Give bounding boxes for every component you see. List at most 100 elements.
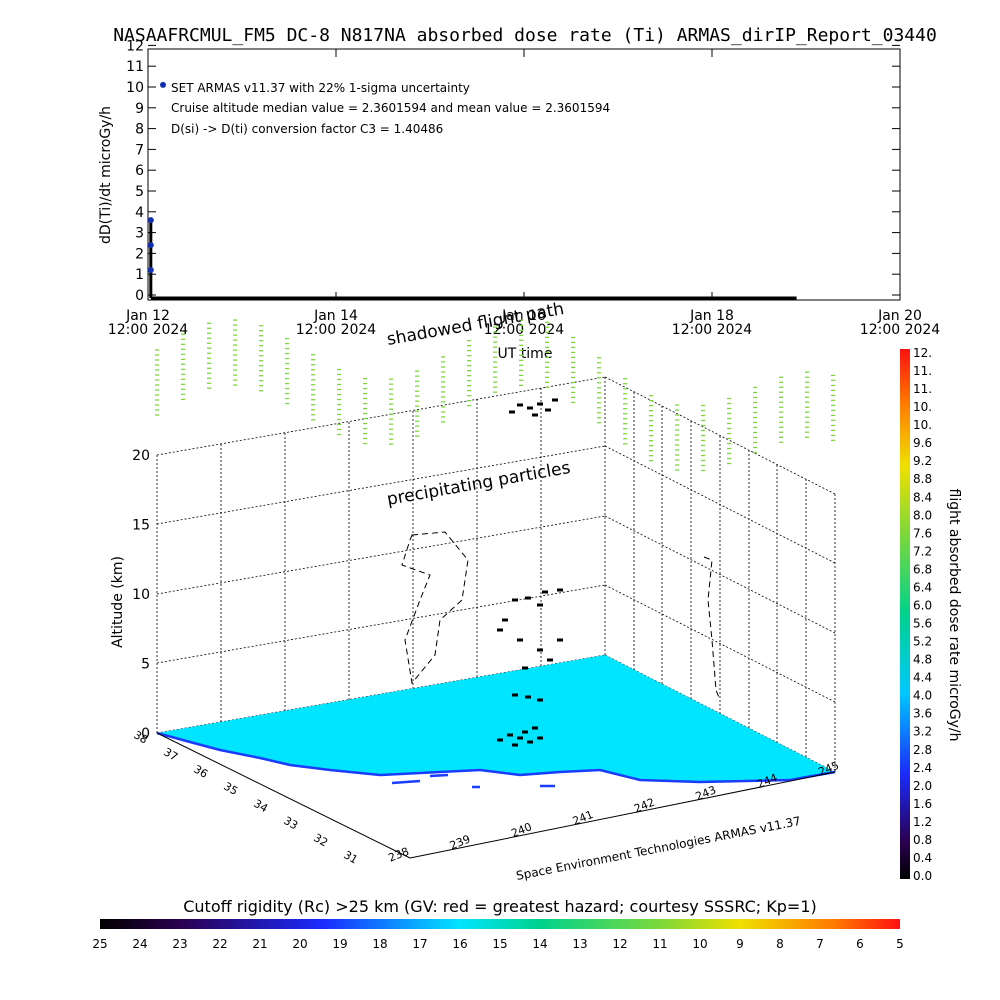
y-tick-label: 6 xyxy=(135,163,144,179)
longitude-tick-label: 239 xyxy=(448,833,472,853)
altitude-label: Altitude (km) xyxy=(110,556,126,648)
rigidity-colorbar-tick: 22 xyxy=(212,937,227,951)
track-marker xyxy=(537,648,543,652)
dose-colorbar-tick: 6.4 xyxy=(913,580,932,594)
timeseries-y-label: dD(Ti)/dt microGy/h xyxy=(98,106,114,244)
rigidity-colorbar-tick: 24 xyxy=(132,937,147,951)
track-marker xyxy=(507,733,513,737)
dose-colorbar-tick: 2.8 xyxy=(913,743,932,757)
longitude-tick-label: 245 xyxy=(817,759,841,779)
dose-colorbar-tick: 9.6 xyxy=(913,436,932,450)
rigidity-colorbar-tick: 25 xyxy=(92,937,107,951)
y-tick-label: 10 xyxy=(126,80,144,96)
altitude-ticks: 0 5 10 15 20 xyxy=(132,448,150,742)
x-tick-label-date: Jan 12 xyxy=(125,308,170,324)
dose-colorbar-tick: 4.4 xyxy=(913,671,932,685)
track-marker xyxy=(509,410,515,414)
dose-colorbar-tick: 3.2 xyxy=(913,725,932,739)
longitude-tick-label: 241 xyxy=(571,808,595,828)
longitude-tick-label: 240 xyxy=(509,820,533,840)
x-tick-label-year: 12:00 2024 xyxy=(484,322,565,338)
y-tick-label: 11 xyxy=(126,59,144,75)
data-point xyxy=(147,267,154,274)
rigidity-colorbar-tick: 5 xyxy=(896,937,904,951)
rigidity-colorbar-tick: 17 xyxy=(412,937,427,951)
track-marker xyxy=(532,726,538,730)
dose-colorbar-tick: 10. xyxy=(913,400,932,414)
dose-colorbar-tick: 10. xyxy=(913,418,932,432)
latitude-tick-label: 37 xyxy=(161,745,180,763)
altitude-tick-label: 15 xyxy=(132,518,150,534)
rigidity-colorbar-tick: 11 xyxy=(652,937,667,951)
rigidity-colorbar-bar xyxy=(100,919,900,929)
dose-colorbar-tick: 0.0 xyxy=(913,869,932,883)
altitude-tick-label: 5 xyxy=(141,657,150,673)
dose-colorbar-tick: 11. xyxy=(913,364,932,378)
rigidity-colorbar-tick: 7 xyxy=(816,937,824,951)
latitude-tick-label: 32 xyxy=(311,831,330,849)
rigidity-colorbar-tick: 16 xyxy=(452,937,467,951)
timeseries-x-label: UT time xyxy=(498,346,553,362)
x-tick-label-date: Jan 18 xyxy=(689,308,734,324)
rigidity-colorbar-tick: 6 xyxy=(856,937,864,951)
dose-colorbar-tick: 4.0 xyxy=(913,689,932,703)
track-marker xyxy=(557,588,563,592)
annotation-cruise: Cruise altitude median value = 2.3601594… xyxy=(171,101,610,115)
figure-title: NASAAFRCMUL_FM5 DC-8 N817NA absorbed dos… xyxy=(113,25,937,46)
dose-colorbar-tick: 1.6 xyxy=(913,797,932,811)
dose-colorbar-tick: 8.8 xyxy=(913,472,932,486)
dose-colorbar-tick: 2.4 xyxy=(913,761,932,775)
track-marker xyxy=(522,730,528,734)
track-marker xyxy=(517,736,523,740)
y-tick-label: 1 xyxy=(135,267,144,283)
dose-colorbar-tick: 4.8 xyxy=(913,653,932,667)
track-marker xyxy=(537,603,543,607)
dose-colorbar-tick: 12. xyxy=(913,346,932,360)
rigidity-colorbar: Cutoff rigidity (Rc) >25 km (GV: red = g… xyxy=(92,897,903,951)
rigidity-colorbar-tick: 18 xyxy=(372,937,387,951)
rigidity-colorbar-tick: 8 xyxy=(776,937,784,951)
latitude-tick-label: 33 xyxy=(281,814,300,832)
rigidity-colorbar-tick: 9 xyxy=(736,937,744,951)
y-tick-label: 7 xyxy=(135,142,144,158)
flight-track xyxy=(497,398,563,747)
latitude-tick-label: 36 xyxy=(191,763,210,781)
track-marker xyxy=(537,402,543,406)
timeseries-points xyxy=(147,217,154,298)
dose-colorbar-tick: 6.0 xyxy=(913,598,932,612)
rigidity-title: Cutoff rigidity (Rc) >25 km (GV: red = g… xyxy=(183,897,817,916)
dose-colorbar-tick: 5.6 xyxy=(913,617,932,631)
rigidity-colorbar-tick: 10 xyxy=(692,937,707,951)
rigidity-colorbar-tick: 21 xyxy=(252,937,267,951)
annotation-conversion: D(si) -> D(ti) conversion factor C3 = 1.… xyxy=(171,122,443,136)
track-marker xyxy=(542,590,548,594)
track-marker xyxy=(517,403,523,407)
track-marker xyxy=(522,666,528,670)
dose-colorbar-tick: 1.2 xyxy=(913,815,932,829)
altitude-tick-label: 10 xyxy=(132,587,150,603)
track-marker xyxy=(527,740,533,744)
track-marker xyxy=(552,398,558,402)
dose-colorbar-tick: 2.0 xyxy=(913,779,932,793)
legend-dot xyxy=(160,81,166,88)
x-tick-label-date: Jan 14 xyxy=(313,308,358,324)
x-tick-label-year: 12:00 2024 xyxy=(296,322,377,338)
track-marker xyxy=(525,695,531,699)
x-tick-label-date: Jan 16 xyxy=(501,308,546,324)
rigidity-colorbar-ticks: 25 24 23 22 21 20 19 18 17 16 15 14 13 12 11 10 9 8 7 6 5 xyxy=(92,937,903,951)
box-frame xyxy=(156,732,836,859)
track-marker xyxy=(502,618,508,622)
dose-colorbar-ticks: 12. 11. 11. 10. 10. 9.6 9.2 8.8 8.4 8.0 7.6 7.2 6.8 6… xyxy=(913,346,932,883)
coastline xyxy=(156,731,836,784)
dose-colorbar-tick: 5.2 xyxy=(913,635,932,649)
track-marker xyxy=(527,406,533,410)
track-marker xyxy=(532,413,538,417)
latitude-ticks: 38 37 36 35 34 33 32 31 xyxy=(131,728,360,866)
dose-colorbar-tick: 7.6 xyxy=(913,526,932,540)
dose-colorbar-label: flight absorbed dose rate microGy/h xyxy=(946,489,962,742)
data-point xyxy=(147,217,154,224)
track-marker xyxy=(512,598,518,602)
